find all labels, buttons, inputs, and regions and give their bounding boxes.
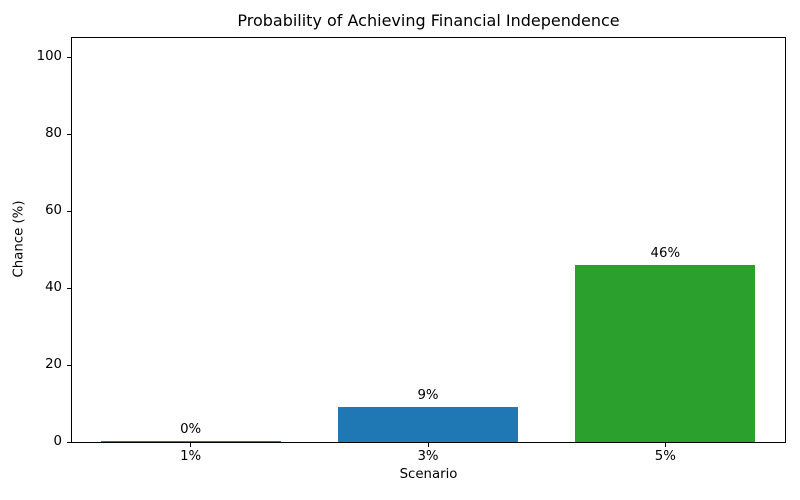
bar-value-label: 0%	[180, 421, 202, 437]
y-tick-label: 60	[45, 203, 62, 219]
y-tick-mark	[67, 210, 71, 212]
y-tick-label: 0	[53, 434, 62, 449]
x-axis-label: Scenario	[399, 467, 458, 482]
x-tick-label: 3%	[417, 449, 439, 464]
x-tick-mark	[664, 443, 666, 447]
y-tick-mark	[67, 364, 71, 366]
y-tick-mark	[67, 441, 71, 443]
y-tick-mark	[67, 56, 71, 58]
x-tick-label: 1%	[180, 449, 202, 464]
bar-3%	[338, 407, 518, 442]
x-tick-label: 5%	[654, 449, 676, 464]
y-tick-mark	[67, 133, 71, 135]
bar-5%	[575, 265, 756, 442]
y-tick-mark	[67, 287, 71, 289]
bar-value-label: 9%	[417, 388, 439, 404]
y-tick-label: 20	[45, 357, 62, 373]
x-tick-mark	[190, 443, 192, 447]
x-tick-mark	[427, 443, 429, 447]
y-tick-label: 100	[36, 49, 62, 65]
y-tick-label: 80	[45, 126, 62, 142]
chart-title: Probability of Achieving Financial Indep…	[237, 11, 620, 30]
y-tick-label: 40	[45, 280, 62, 296]
bar-1%	[100, 440, 281, 442]
bar-value-label: 46%	[650, 246, 681, 261]
